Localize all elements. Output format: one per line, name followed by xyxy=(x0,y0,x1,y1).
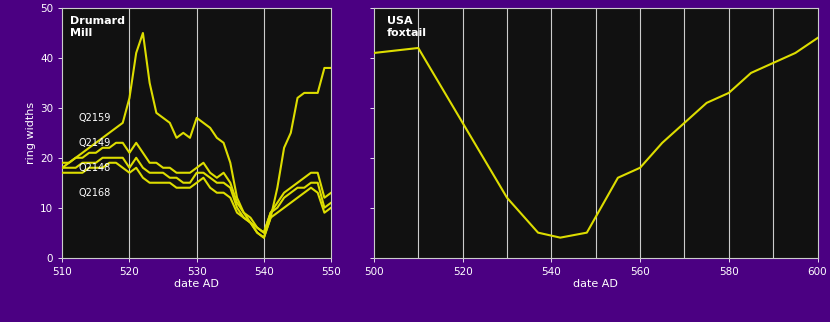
Text: Q2168: Q2168 xyxy=(78,188,110,198)
Text: Q2148: Q2148 xyxy=(78,163,110,173)
Text: Q2159: Q2159 xyxy=(78,113,110,123)
Text: Drumard
Mill: Drumard Mill xyxy=(71,15,125,38)
Text: Q2149: Q2149 xyxy=(78,138,110,148)
Text: USA
foxtail: USA foxtail xyxy=(388,15,427,38)
X-axis label: date AD: date AD xyxy=(174,279,219,289)
X-axis label: date AD: date AD xyxy=(574,279,618,289)
Y-axis label: ring widths: ring widths xyxy=(26,102,36,164)
